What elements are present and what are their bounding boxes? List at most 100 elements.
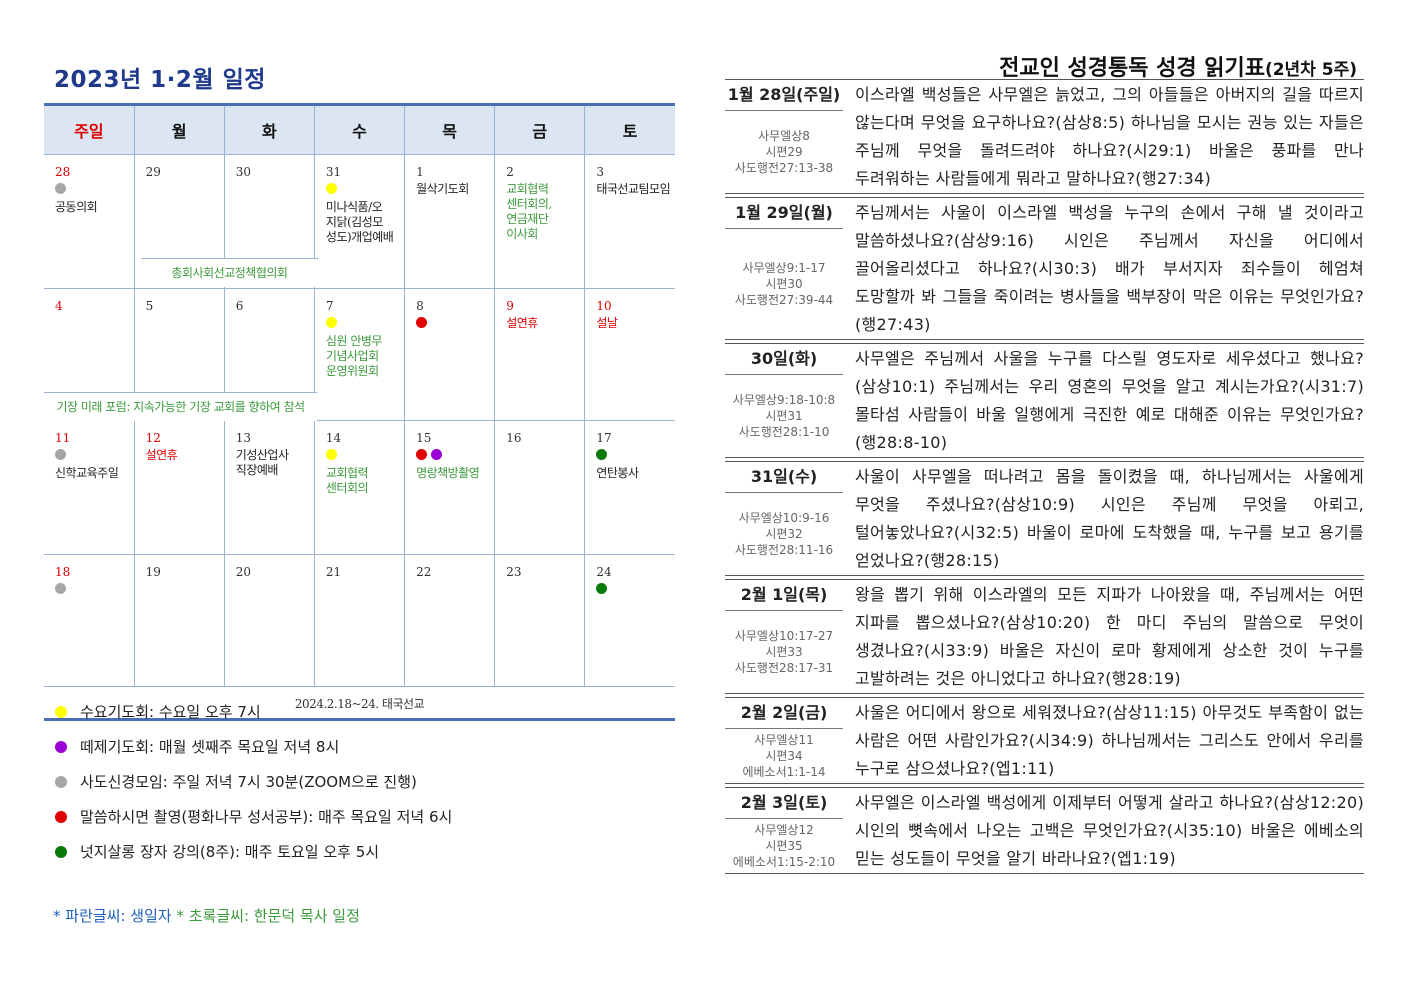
day-event: 교회협력 센터회의 <box>326 466 404 496</box>
calendar-week: 18 19 20 21 22 23 24 <box>44 554 675 687</box>
entry-date: 31일(수) <box>725 462 843 493</box>
footer-span-cell: 2024.2.18~24. 태국선교 <box>44 686 675 721</box>
calendar-day: 11 신학교육주일 <box>44 420 135 555</box>
note-green: * 초록글씨: 한문덕 목사 일정 <box>176 907 360 925</box>
weekday-6: 토 <box>584 103 675 155</box>
day-number: 10 <box>596 299 612 313</box>
plan-entry: 2월 1일(목) 사무엘상10:17-27 시편33 사도행전28:17-31 왕을 뽑… <box>725 579 1364 694</box>
dot-row <box>55 445 134 463</box>
color-note: * 파란글씨: 생일자 * 초록글씨: 한문덕 목사 일정 <box>53 905 360 926</box>
entry-refs: 사무엘상10:9-16 시편32 사도행전28:11-16 <box>725 493 843 575</box>
entry-left: 1월 29일(월) 사무엘상9:1-17 시편30 사도행전27:39-44 <box>725 198 843 339</box>
entry-date: 1월 28일(주일) <box>725 80 843 111</box>
day-number: 9 <box>506 299 514 313</box>
day-cell: 6 <box>225 289 314 313</box>
day-number: 13 <box>235 431 252 445</box>
red-dot-icon <box>416 449 428 460</box>
entry-left: 31일(수) 사무엘상10:9-16 시편32 사도행전28:11-16 <box>725 462 843 575</box>
entry-left: 1월 28일(주일) 사무엘상8 시편29 사도행전27:13-38 <box>725 80 843 193</box>
event-line: 성도)개업예배 <box>325 230 394 244</box>
legend-text: 떼제기도회: 매월 셋째주 목요일 저녁 8시 <box>80 738 340 756</box>
calendar-day: 19 <box>133 554 225 687</box>
event-line: 연탄봉사 <box>596 466 639 480</box>
reading-plan: 1월 28일(주일) 사무엘상8 시편29 사도행전27:13-38 이스라엘 백성들은… <box>725 79 1364 877</box>
entry-text: 주님께서는 사울이 이스라엘 백성을 누구의 손에서 구해 낼 것이라고 말씀하… <box>855 203 1364 334</box>
weekday-3: 수 <box>313 103 405 155</box>
green-dot-icon <box>596 583 608 594</box>
plan-entry: 2월 2일(금) 사무엘상11 시편34 에베소서1:1-14 사울은 어디에서 왕으로… <box>725 697 1364 784</box>
calendar-day: 9 설연휴 <box>494 288 585 421</box>
entry-left: 2월 2일(금) 사무엘상11 시편34 에베소서1:1-14 <box>725 698 843 783</box>
day-cell: 16 <box>495 421 584 445</box>
entry-refs: 사무엘상9:18-10:8 시편31 사도행전28:1-10 <box>725 375 843 457</box>
ref-line: 사도행전28:1-10 <box>738 425 830 439</box>
event-line: 센터회의 <box>325 481 369 495</box>
red-dot-icon <box>55 810 67 823</box>
purple-dot-icon <box>55 740 67 753</box>
weekday-2: 화 <box>223 103 315 155</box>
ref-line: 사무엘상9:1-17 <box>742 261 826 275</box>
weekday-header: 주일 월 화 수 목 금 토 <box>44 103 675 155</box>
day-number: 11 <box>55 431 71 445</box>
event-line: 이사회 <box>506 227 538 241</box>
calendar-title: 2023년 1·2월 일정 <box>54 67 266 93</box>
ref-line: 시편32 <box>765 527 803 541</box>
calendar-day: 18 <box>44 554 135 687</box>
dot-row <box>325 313 404 331</box>
event-line: 미나식품/오 <box>325 200 383 214</box>
calendar-day: 23 <box>494 554 585 687</box>
event-line: 지닭(김성모 <box>325 215 383 229</box>
day-event: 신학교육주일 <box>55 466 134 481</box>
ref-line: 시편35 <box>765 839 803 853</box>
entry-text: 사울이 사무엘을 떠나려고 몸을 돌이켰을 때, 하나님께서는 사울에게 무엇을… <box>855 467 1364 570</box>
event-line: 명랑책방촬영 <box>416 466 480 480</box>
day-number: 20 <box>235 565 252 579</box>
ref-line: 사무엘상8 <box>758 129 810 143</box>
entry-date: 2월 2일(금) <box>725 698 843 729</box>
event-line: 신학교육주일 <box>55 466 119 480</box>
gray-dot-icon <box>55 449 66 460</box>
day-number: 16 <box>506 431 522 445</box>
event-line: 공동의회 <box>55 200 98 214</box>
event-line: 연금재단 <box>506 212 549 226</box>
event-line: 센터회의, <box>506 197 552 211</box>
legend-item: 수요기도회: 수요일 오후 7시 <box>53 694 452 729</box>
day-cell: 28 공동의회 <box>44 155 134 215</box>
day-number: 28 <box>55 165 71 179</box>
entry-date: 2월 1일(목) <box>725 580 843 611</box>
yellow-dot-icon <box>325 183 337 194</box>
day-event: 명랑책방촬영 <box>416 466 494 481</box>
day-cell: 1 월삭기도회 <box>405 155 494 197</box>
day-number: 15 <box>416 431 432 445</box>
event-line: 운영위원회 <box>325 364 379 378</box>
ref-line: 시편29 <box>765 145 803 159</box>
weekday-0: 주일 <box>44 103 135 155</box>
entry-date: 30일(화) <box>725 344 843 375</box>
yellow-dot-icon <box>55 705 67 718</box>
day-cell: 7 심원 안병무 기념사업회 운영위원회 <box>315 289 404 379</box>
yellow-dot-icon <box>325 317 337 328</box>
entry-refs: 사무엘상12 시편35 에베소서1:15-2:10 <box>725 819 843 873</box>
gray-dot-icon <box>55 775 67 788</box>
day-cell: 10 설날 <box>585 289 675 331</box>
day-cell: 21 <box>315 555 404 579</box>
entry-left: 2월 1일(목) 사무엘상10:17-27 시편33 사도행전28:17-31 <box>725 580 843 693</box>
ref-line: 시편31 <box>765 409 803 423</box>
calendar-table: 주일 월 화 수 목 금 토 28 공동의회 29 30 31 미나식품/오 지닭(김성모 성도)개업예배… <box>44 103 675 721</box>
day-number: 2 <box>506 165 514 179</box>
weekday-4: 목 <box>404 103 495 155</box>
dot-row <box>416 313 494 331</box>
yellow-dot-icon <box>325 449 337 460</box>
calendar-week: 28 공동의회 29 30 31 미나식품/오 지닭(김성모 성도)개업예배 1 월삭기도회 2 교회… <box>44 154 675 289</box>
dot-row <box>596 579 675 597</box>
calendar-footer-row: 2024.2.18~24. 태국선교 <box>44 686 675 721</box>
day-event: 설날 <box>596 316 675 331</box>
ref-line: 사도행전27:13-38 <box>734 161 834 175</box>
legend-item: 사도신경모임: 주일 저녁 7시 30분(ZOOM으로 진행) <box>53 764 452 799</box>
day-number: 4 <box>55 299 63 313</box>
entry-text: 사무엘은 주님께서 사울을 누구를 다스릴 영도자로 세우셨다고 했나요?(삼상… <box>855 349 1364 452</box>
dot-row <box>55 579 134 597</box>
day-cell: 22 <box>405 555 494 579</box>
day-cell: 9 설연휴 <box>495 289 584 331</box>
red-dot-icon <box>416 317 428 328</box>
